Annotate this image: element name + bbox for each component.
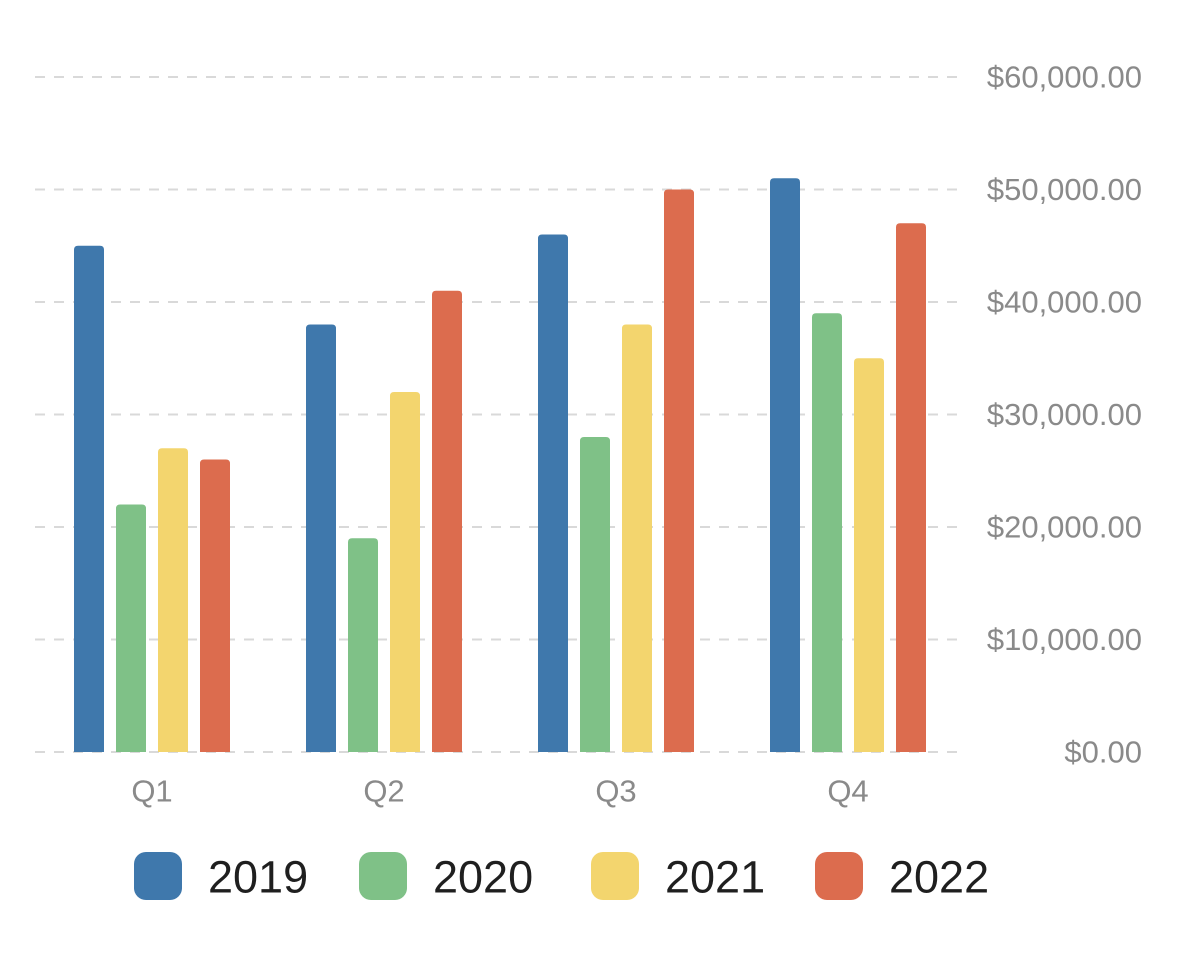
bar-q1-2021 (158, 448, 188, 752)
legend-label: 2020 (433, 852, 533, 903)
legend-swatch (134, 852, 182, 900)
y-tick-label: $60,000.00 (987, 60, 1142, 95)
legend-item-2020: 2020 (359, 852, 533, 903)
legend-swatch (359, 852, 407, 900)
x-axis-tick-labels: Q1 Q2 Q3 Q4 (131, 774, 868, 809)
bar-q3-2021 (622, 324, 652, 752)
x-tick-label: Q4 (827, 774, 868, 809)
bar-q4-2022 (896, 223, 926, 752)
x-tick-label: Q3 (595, 774, 636, 809)
y-axis-tick-labels: $0.00 $10,000.00 $20,000.00 $30,000.00 $40,0… (987, 60, 1142, 770)
bar-q2-2020 (348, 538, 378, 752)
bar-q1-2022 (200, 459, 230, 752)
bar-q4-2021 (854, 358, 884, 752)
x-tick-label: Q1 (131, 774, 172, 809)
y-tick-label: $20,000.00 (987, 510, 1142, 545)
bar-q3-2022 (664, 189, 694, 752)
bar-q4-2019 (770, 178, 800, 752)
y-tick-label: $10,000.00 (987, 622, 1142, 657)
legend-label: 2021 (665, 852, 765, 903)
bar-q3-2020 (580, 437, 610, 752)
legend-swatch (591, 852, 639, 900)
y-tick-label: $0.00 (1064, 735, 1142, 770)
legend-label: 2022 (889, 852, 989, 903)
bar-q3-2019 (538, 234, 568, 752)
legend-item-2022: 2022 (815, 852, 989, 903)
legend-item-2021: 2021 (591, 852, 765, 903)
x-tick-label: Q2 (363, 774, 404, 809)
y-tick-label: $40,000.00 (987, 285, 1142, 320)
legend: 2019 2020 2021 2022 (134, 852, 989, 903)
bar-q4-2020 (812, 313, 842, 752)
bar-q1-2020 (116, 504, 146, 752)
bar-q2-2021 (390, 392, 420, 752)
legend-item-2019: 2019 (134, 852, 308, 903)
gridlines (35, 76, 960, 753)
legend-label: 2019 (208, 852, 308, 903)
legend-swatch (815, 852, 863, 900)
bar-q1-2019 (74, 245, 104, 752)
bars (74, 178, 926, 752)
bar-q2-2022 (432, 290, 462, 752)
bar-q2-2019 (306, 324, 336, 752)
y-tick-label: $30,000.00 (987, 397, 1142, 432)
y-tick-label: $50,000.00 (987, 172, 1142, 207)
